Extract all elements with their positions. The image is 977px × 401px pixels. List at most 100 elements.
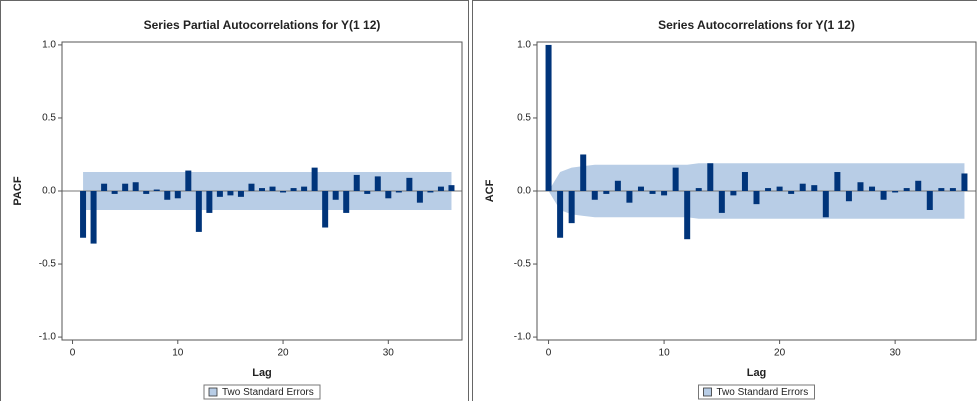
bar bbox=[834, 172, 841, 191]
legend-swatch bbox=[208, 387, 218, 397]
x-tick-label: 30 bbox=[383, 348, 395, 359]
bar bbox=[568, 191, 575, 224]
bar bbox=[637, 186, 644, 191]
chart-title: Series Partial Autocorrelations for Y(1 … bbox=[144, 18, 381, 32]
bar bbox=[730, 191, 737, 196]
bar bbox=[269, 186, 276, 191]
bar bbox=[869, 186, 876, 191]
bar bbox=[101, 183, 108, 191]
y-tick-label: -0.5 bbox=[39, 259, 57, 270]
bar bbox=[416, 191, 423, 203]
bar bbox=[626, 191, 633, 203]
bar bbox=[280, 191, 287, 193]
panel-border bbox=[472, 0, 977, 401]
bar bbox=[90, 191, 97, 244]
x-tick-label: 20 bbox=[277, 348, 289, 359]
y-tick-label: 1.0 bbox=[517, 40, 531, 51]
legend-frame bbox=[698, 384, 815, 400]
bar bbox=[364, 191, 371, 194]
legend-swatch bbox=[703, 387, 712, 397]
y-tick-label: 0.5 bbox=[517, 113, 531, 124]
bar bbox=[545, 44, 552, 191]
x-tick-label: 0 bbox=[70, 348, 76, 359]
x-tick-label: 0 bbox=[546, 348, 552, 359]
bar bbox=[811, 185, 818, 191]
bar bbox=[353, 174, 360, 191]
bar bbox=[80, 191, 87, 238]
bar bbox=[603, 191, 610, 194]
y-tick-label: -0.5 bbox=[514, 259, 532, 270]
bar bbox=[591, 191, 598, 200]
bar bbox=[195, 191, 202, 232]
bar bbox=[718, 191, 725, 213]
bar bbox=[765, 188, 772, 191]
bar bbox=[437, 186, 444, 191]
bar bbox=[949, 188, 956, 191]
bar bbox=[822, 191, 829, 218]
bar bbox=[845, 191, 852, 202]
bar bbox=[915, 180, 922, 191]
bar bbox=[174, 191, 181, 199]
bar bbox=[672, 167, 679, 191]
bar bbox=[684, 191, 691, 240]
bar bbox=[237, 191, 244, 197]
bar bbox=[776, 186, 783, 191]
bar bbox=[926, 191, 933, 210]
bar bbox=[395, 191, 402, 193]
y-tick-label: -1.0 bbox=[514, 332, 532, 343]
x-tick-label: 10 bbox=[172, 348, 184, 359]
bar bbox=[343, 191, 350, 213]
bar bbox=[892, 191, 899, 193]
x-axis-label: Lag bbox=[252, 367, 272, 379]
panel-border bbox=[0, 0, 469, 401]
y-tick-label: -1.0 bbox=[39, 332, 57, 343]
bar bbox=[311, 167, 318, 191]
bar bbox=[788, 191, 795, 194]
bar bbox=[406, 177, 413, 191]
bar bbox=[227, 191, 234, 196]
bar bbox=[122, 183, 129, 191]
bar bbox=[132, 182, 139, 191]
y-axis-label: ACF bbox=[484, 179, 496, 202]
bar bbox=[332, 191, 339, 200]
bar bbox=[259, 188, 265, 191]
bar bbox=[649, 191, 656, 194]
x-axis-label: Lag bbox=[747, 367, 767, 379]
legend-label: Two Standard Errors bbox=[717, 387, 809, 398]
legend-label: Two Standard Errors bbox=[222, 387, 314, 398]
y-tick-label: 1.0 bbox=[42, 40, 56, 51]
bar bbox=[707, 163, 714, 191]
bar bbox=[938, 188, 945, 191]
bar bbox=[614, 180, 621, 191]
bar bbox=[903, 188, 910, 191]
bar bbox=[216, 191, 223, 197]
bar bbox=[143, 191, 150, 194]
bar bbox=[206, 191, 213, 213]
bar bbox=[448, 185, 455, 191]
bar bbox=[880, 191, 887, 200]
bar bbox=[374, 176, 381, 191]
y-tick-label: 0.0 bbox=[517, 186, 531, 197]
y-axis-label: PACF bbox=[12, 176, 24, 205]
x-tick-label: 10 bbox=[659, 348, 671, 359]
bar bbox=[153, 189, 160, 191]
bar bbox=[661, 191, 668, 196]
x-tick-label: 20 bbox=[774, 348, 786, 359]
bar bbox=[741, 172, 748, 191]
bar bbox=[164, 191, 171, 200]
bar bbox=[427, 191, 434, 193]
bar bbox=[799, 183, 806, 191]
bar bbox=[322, 191, 329, 228]
bar bbox=[961, 173, 968, 191]
bar bbox=[185, 170, 192, 191]
y-tick-label: 0.5 bbox=[42, 113, 56, 124]
legend-frame bbox=[203, 384, 321, 400]
bar bbox=[290, 188, 297, 191]
bar bbox=[580, 154, 587, 191]
bar bbox=[385, 191, 392, 199]
bar bbox=[111, 191, 118, 194]
bar bbox=[753, 191, 760, 205]
bar bbox=[695, 188, 702, 191]
